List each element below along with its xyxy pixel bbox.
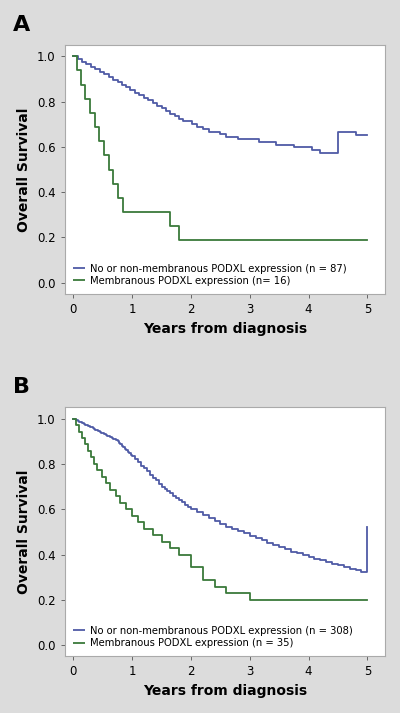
Legend: No or non-membranous PODXL expression (n = 87), Membranous PODXL expression (n= : No or non-membranous PODXL expression (n…	[70, 260, 349, 289]
Text: A: A	[13, 15, 30, 35]
X-axis label: Years from diagnosis: Years from diagnosis	[143, 684, 307, 698]
X-axis label: Years from diagnosis: Years from diagnosis	[143, 322, 307, 336]
Y-axis label: Overall Survival: Overall Survival	[17, 108, 31, 232]
Text: B: B	[13, 377, 30, 397]
Legend: No or non-membranous PODXL expression (n = 308), Membranous PODXL expression (n : No or non-membranous PODXL expression (n…	[70, 623, 355, 652]
Y-axis label: Overall Survival: Overall Survival	[17, 470, 31, 594]
